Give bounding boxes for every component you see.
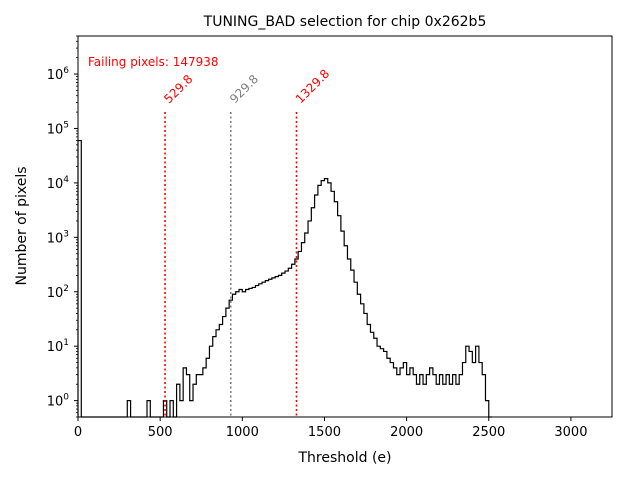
x-axis-label: Threshold (e) bbox=[298, 450, 392, 466]
y-tick-label: 105 bbox=[47, 120, 69, 137]
histogram-series bbox=[77, 139, 493, 418]
x-tick-label: 2000 bbox=[390, 425, 423, 440]
x-tick-label: 1000 bbox=[226, 425, 259, 440]
threshold-label-1: 929.8 bbox=[227, 72, 261, 106]
x-tick-label: 500 bbox=[148, 425, 173, 440]
y-tick-label: 104 bbox=[47, 175, 70, 192]
y-tick-label: 102 bbox=[47, 284, 69, 301]
plot-area: 529.8 929.8 1329.8 bbox=[77, 67, 493, 418]
y-tick-label: 101 bbox=[47, 338, 69, 355]
x-tick-label: 1500 bbox=[308, 425, 341, 440]
x-tick-label: 2500 bbox=[472, 425, 505, 440]
y-axis-label: Number of pixels bbox=[14, 166, 30, 285]
failing-pixels-annotation: Failing pixels: 147938 bbox=[88, 55, 219, 69]
threshold-label-0: 529.8 bbox=[161, 72, 195, 106]
x-tick-label: 3000 bbox=[554, 425, 587, 440]
chart-title: TUNING_BAD selection for chip 0x262b5 bbox=[203, 14, 487, 30]
y-tick-label: 106 bbox=[47, 66, 70, 83]
x-tick-label: 0 bbox=[74, 425, 82, 440]
threshold-label-2: 1329.8 bbox=[293, 67, 333, 107]
y-tick-label: 100 bbox=[47, 393, 70, 410]
axes: 0 500 1000 1500 2000 2500 3000 100 101 102 103 104 1… bbox=[47, 35, 613, 440]
y-tick-label: 103 bbox=[47, 229, 69, 246]
axes-frame bbox=[77, 35, 613, 418]
